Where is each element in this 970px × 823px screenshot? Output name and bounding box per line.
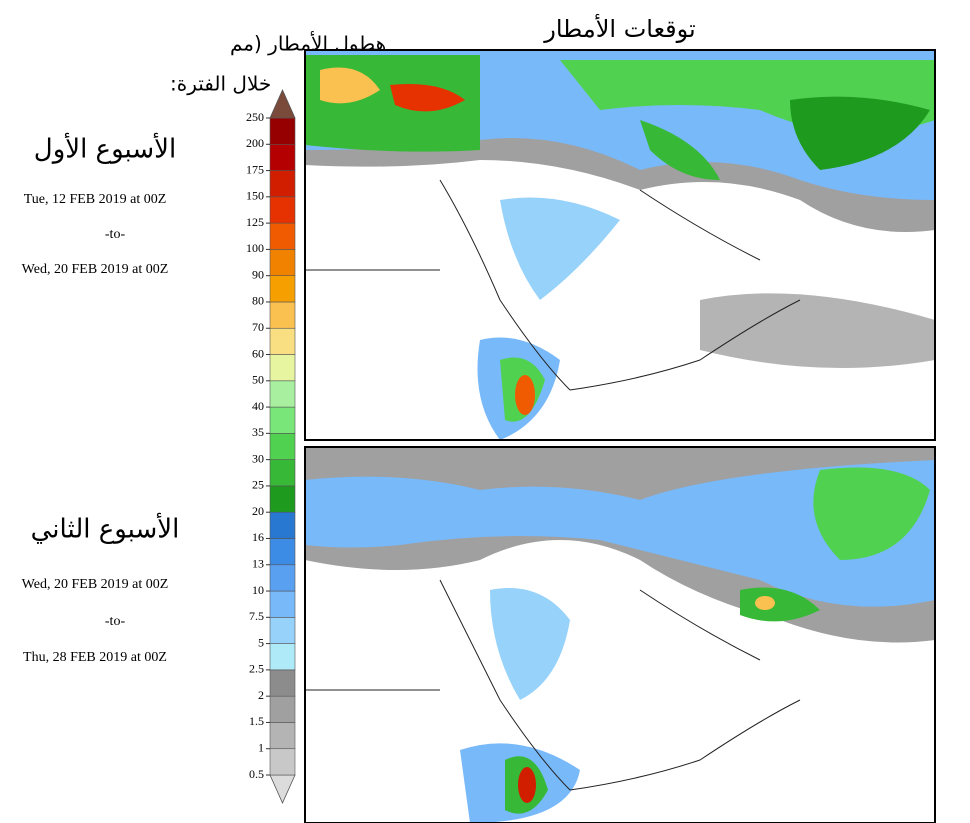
colorbar-band	[269, 196, 296, 224]
colorbar-tick-label: 100	[246, 241, 264, 255]
week-label: الأسبوع الأول	[34, 132, 176, 165]
colorbar-tick-label: 90	[252, 267, 264, 281]
colorbar-tick-label: 10	[252, 583, 264, 597]
colorbar-tick-label: 30	[252, 451, 264, 465]
colorbar-tick-label: 25	[252, 478, 264, 492]
colorbar-band	[269, 459, 296, 487]
date-sep: -to-	[105, 227, 126, 242]
colorbar-band	[269, 748, 296, 776]
date-from: Wed, 20 FEB 2019 at 00Z	[22, 577, 169, 592]
colorbar-tick-label: 200	[246, 136, 264, 150]
colorbar-tick-label: 7.5	[249, 609, 264, 623]
colorbar-tick-label: 2	[258, 688, 264, 702]
colorbar-tick-label: 13	[252, 557, 264, 571]
colorbar-band	[269, 380, 296, 408]
colorbar-band	[269, 117, 296, 145]
colorbar-tick-label: 16	[252, 530, 264, 544]
colorbar-tick-label: 35	[252, 425, 264, 439]
colorbar-tick-label: 5	[258, 635, 264, 649]
colorbar-band	[269, 669, 296, 697]
colorbar-tick-label: 40	[252, 399, 264, 413]
colorbar-band	[269, 222, 296, 250]
colorbar-band	[269, 249, 296, 276]
colorbar-tick-label: 70	[252, 320, 264, 334]
colorbar-band	[269, 170, 296, 198]
colorbar-tick-label: 80	[252, 294, 264, 308]
date-to: Thu, 28 FEB 2019 at 00Z	[23, 650, 167, 665]
colorbar-band	[269, 643, 296, 671]
colorbar-tick-label: 125	[246, 215, 264, 229]
map-frame	[304, 49, 936, 441]
colorbar-tick-label: 150	[246, 189, 264, 203]
week-label: الأسبوع الثاني	[31, 512, 180, 545]
colorbar-tick-label: 0.5	[249, 767, 264, 781]
colorbar-tick-label: 1.5	[249, 714, 264, 728]
side-subtitle: خلال الفترة:	[170, 72, 271, 96]
colorbar-band	[269, 485, 296, 513]
colorbar-band	[269, 406, 296, 434]
colorbar-tick-label: 250	[246, 110, 264, 124]
colorbar-tick-label: 2.5	[249, 662, 264, 676]
colorbar-tick-label: 175	[246, 162, 264, 176]
colorbar-band	[269, 354, 296, 382]
date-sep: -to-	[105, 614, 126, 629]
colorbar-band	[269, 617, 296, 644]
colorbar-band	[269, 327, 296, 355]
title: توقعات الأمطار	[543, 14, 695, 43]
colorbar-tick-label: 60	[252, 346, 264, 360]
colorbar-band	[269, 275, 296, 303]
map-frame	[304, 446, 936, 823]
colorbar-band	[269, 301, 296, 329]
colorbar-tick-label: 50	[252, 373, 264, 387]
colorbar-band	[269, 143, 296, 171]
colorbar-band	[269, 511, 296, 539]
map-week-2	[305, 447, 935, 823]
colorbar: 0.5 1 1.5 2 2.5 5 7.5 10 13 16 20 25 30 35 40 50 60 70 80 9…	[246, 89, 296, 804]
colorbar-band	[269, 695, 296, 723]
colorbar-extend-low	[269, 774, 296, 804]
colorbar-extend-high	[269, 89, 296, 119]
date-to: Wed, 20 FEB 2019 at 00Z	[22, 262, 169, 277]
date-from: Tue, 12 FEB 2019 at 00Z	[24, 192, 167, 207]
colorbar-band	[269, 590, 296, 618]
colorbar-band	[269, 538, 296, 566]
colorbar-band	[269, 433, 296, 460]
colorbar-band	[269, 722, 296, 750]
colorbar-band	[269, 564, 296, 592]
colorbar-tick-label: 20	[252, 504, 264, 518]
map-week-1	[305, 50, 935, 440]
colorbar-tick-label: 1	[258, 740, 264, 754]
